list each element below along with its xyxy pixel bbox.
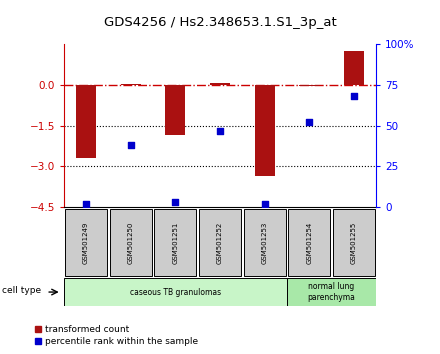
Bar: [165, 85, 185, 135]
Bar: [199, 209, 241, 276]
Bar: [76, 85, 96, 158]
Point: [216, 128, 224, 133]
Point: [83, 201, 90, 207]
Text: GSM501253: GSM501253: [262, 221, 268, 264]
Bar: [344, 51, 364, 85]
Bar: [255, 85, 275, 176]
Bar: [287, 278, 376, 306]
Point: [350, 93, 357, 99]
Bar: [64, 278, 287, 306]
Point: [172, 199, 179, 205]
Point: [261, 201, 268, 207]
Point: [306, 120, 313, 125]
Text: normal lung
parenchyma: normal lung parenchyma: [308, 282, 356, 302]
Text: cell type: cell type: [2, 286, 41, 295]
Bar: [154, 209, 196, 276]
Bar: [110, 209, 152, 276]
Bar: [333, 209, 375, 276]
Bar: [299, 85, 319, 86]
Text: GSM501251: GSM501251: [172, 221, 178, 264]
Bar: [244, 209, 286, 276]
Text: GSM501250: GSM501250: [128, 221, 134, 264]
Bar: [121, 84, 141, 85]
Point: [127, 142, 134, 148]
Bar: [288, 209, 330, 276]
Bar: [65, 209, 107, 276]
Text: GSM501254: GSM501254: [306, 221, 312, 264]
Legend: transformed count, percentile rank within the sample: transformed count, percentile rank withi…: [35, 325, 198, 346]
Bar: [210, 83, 230, 85]
Text: GSM501249: GSM501249: [83, 221, 89, 264]
Text: GSM501255: GSM501255: [351, 221, 357, 264]
Text: caseous TB granulomas: caseous TB granulomas: [130, 287, 221, 297]
Text: GSM501252: GSM501252: [217, 221, 223, 264]
Text: GDS4256 / Hs2.348653.1.S1_3p_at: GDS4256 / Hs2.348653.1.S1_3p_at: [104, 16, 336, 29]
